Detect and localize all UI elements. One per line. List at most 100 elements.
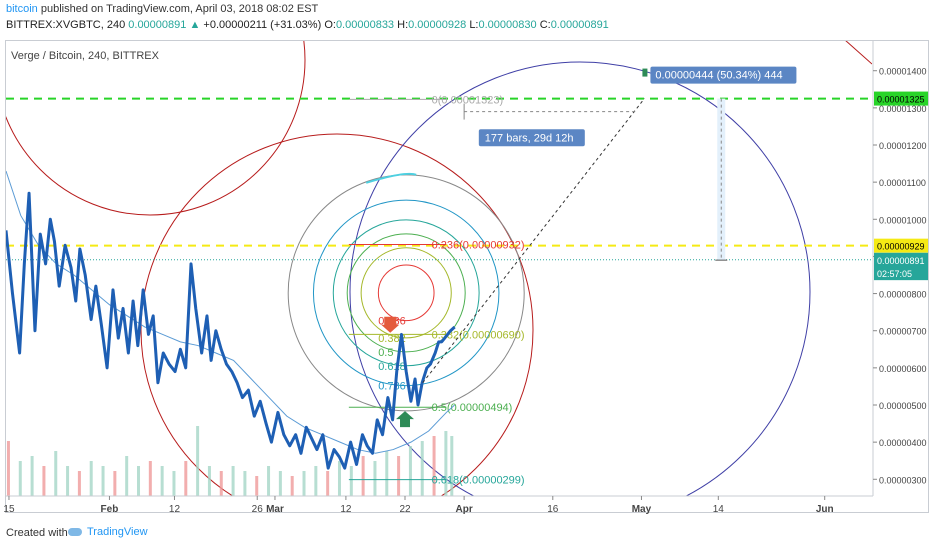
fib-circle <box>346 233 466 353</box>
bars-label-box <box>478 129 585 147</box>
fib-circle-label: 0.786 <box>378 381 406 393</box>
volume-bar <box>42 466 46 496</box>
chart[interactable]: 0.2360.3820.50.6180.7860(0.00001323)0.23… <box>0 0 932 515</box>
last-price-tag: 0.00000891 <box>877 256 925 266</box>
header: bitcoin published on TradingView.com, Ap… <box>0 0 932 38</box>
green-level-tag-box <box>874 91 928 106</box>
author-link[interactable]: bitcoin <box>6 3 38 15</box>
volume-bar <box>54 451 58 496</box>
volume-bar <box>231 466 235 496</box>
tradingview-logo[interactable]: TradingView <box>68 526 148 538</box>
x-tick-label: 12 <box>169 504 181 515</box>
y-tick-label: 0.00000400 <box>879 438 927 448</box>
volume-bar <box>349 466 353 496</box>
high-label: H: <box>397 19 409 31</box>
volume-bar <box>314 466 318 496</box>
big-navy-circle <box>349 61 811 496</box>
fib-circle-label: 0.382 <box>378 333 406 345</box>
volume-bar <box>373 461 377 496</box>
tradingview-brand: TradingView <box>87 526 148 538</box>
volume-bar <box>160 466 164 496</box>
low-label: L: <box>469 19 479 31</box>
volume-bar <box>66 466 70 496</box>
volume-bar <box>148 461 152 496</box>
corner-red-arc <box>845 41 872 65</box>
fib-retracement-label: 0(0.00001323) <box>432 94 504 106</box>
created-with-text: Created with <box>6 527 68 539</box>
x-tick-label: 26 <box>252 504 264 515</box>
volume-bar <box>432 436 436 496</box>
y-tick-label: 0.00000300 <box>879 475 927 485</box>
x-tick-label: 16 <box>547 504 559 515</box>
x-tick-label: Feb <box>101 504 119 515</box>
volume-bar <box>278 471 282 496</box>
chart-frame[interactable] <box>5 40 929 513</box>
change-value: +0.00000211 (+31.03%) <box>203 19 322 31</box>
x-tick-label: 12 <box>340 504 352 515</box>
volume-bar <box>101 466 105 496</box>
volume-bar <box>450 436 454 496</box>
last-price: 0.00000891 <box>128 19 187 31</box>
up-arrow-icon: ▲ <box>189 19 201 31</box>
volume-bar <box>18 461 22 496</box>
volume-bar <box>113 471 117 496</box>
bars-label: 177 bars, 29d 12h <box>485 132 574 144</box>
volume-bar <box>420 441 424 496</box>
fib-retracement-label: 0.382(0.00000690) <box>432 329 525 341</box>
x-tick-label: Apr <box>456 504 473 515</box>
close-label: C: <box>539 19 551 31</box>
y-tick-label: 0.00000500 <box>879 401 927 411</box>
volume-bar <box>290 476 294 496</box>
measure-flag-icon <box>642 68 648 77</box>
low-value: 0.00000830 <box>478 19 537 31</box>
volume-bar <box>125 456 129 496</box>
volume-bar <box>89 461 93 496</box>
x-tick-label: 15 <box>3 504 15 515</box>
yellow-level-tag: 0.00000929 <box>877 242 925 252</box>
volume-bar <box>255 476 259 496</box>
volume-bar <box>219 471 223 496</box>
fib-circle-label: 0.618 <box>378 361 406 373</box>
y-tick-label: 0.00000700 <box>879 327 927 337</box>
countdown-tag: 02:57:05 <box>877 269 912 279</box>
green-level-tag: 0.00001325 <box>877 95 925 105</box>
volume-bar <box>184 461 188 496</box>
price-line <box>6 191 456 470</box>
x-tick-label: 14 <box>713 504 725 515</box>
buy-arrow-icon <box>396 411 415 428</box>
last-price-tag-box <box>874 252 928 267</box>
fib-retracement-label: 0.236(0.00000932) <box>432 240 525 252</box>
open-value: 0.00000833 <box>335 19 395 31</box>
symbol-label: BITTREX:XVGBTC, 240 <box>6 19 126 31</box>
volume-bar <box>408 446 412 496</box>
volume-bar <box>444 431 448 496</box>
volume-bar <box>385 451 389 496</box>
fib-circle <box>312 199 500 387</box>
y-tick-label: 0.00001000 <box>879 215 927 225</box>
big-red-circle <box>140 133 534 496</box>
published-text: published on TradingView.com, April 03, … <box>37 3 319 15</box>
y-tick-label: 0.00001400 <box>879 67 927 77</box>
y-tick-label: 0.00001100 <box>879 178 926 188</box>
volume-bar <box>137 466 141 496</box>
x-tick-label: Jun <box>816 504 834 515</box>
ma-line <box>6 170 455 454</box>
volume-bar <box>172 471 176 496</box>
countdown-tag-box <box>874 266 928 281</box>
open-label: O: <box>324 19 336 31</box>
publish-line: bitcoin published on TradingView.com, Ap… <box>6 3 318 15</box>
measure-label: 0.00000444 (50.34%) 444 <box>655 70 782 82</box>
volume-bar <box>397 456 401 496</box>
close-value: 0.00000891 <box>550 19 609 31</box>
y-tick-label: 0.00001200 <box>879 141 927 151</box>
volume-bar <box>30 456 34 496</box>
fib-circle <box>377 264 435 322</box>
tradingview-cloud-icon <box>68 528 82 537</box>
volume-bar <box>361 456 365 496</box>
cyan-arc-highlight <box>365 172 417 184</box>
x-tick-label: May <box>632 504 652 515</box>
volume-bar <box>337 461 341 496</box>
measure-label-box <box>650 66 797 84</box>
fib-circle <box>360 247 452 339</box>
volume-bar <box>326 471 330 496</box>
